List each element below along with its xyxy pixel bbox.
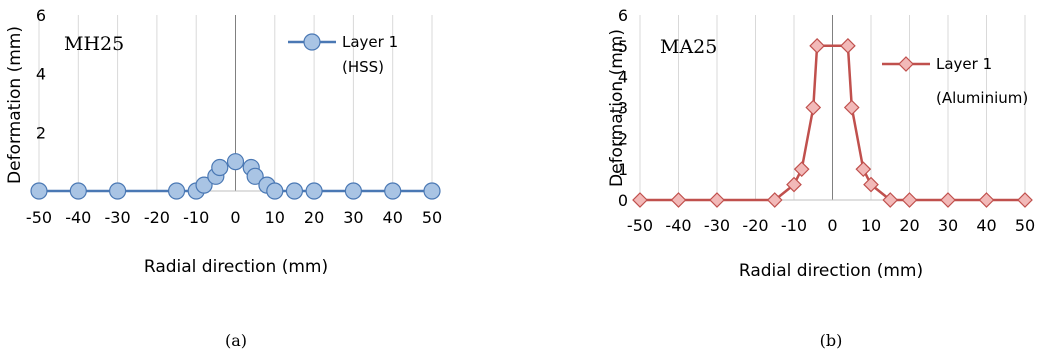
data-point — [266, 182, 284, 200]
data-point — [901, 192, 918, 208]
legend-marker — [898, 56, 914, 72]
data-point — [786, 176, 802, 193]
data-point — [863, 176, 879, 193]
data-point — [1017, 192, 1033, 208]
x-axis-label: Radial direction (mm) — [144, 257, 328, 277]
chart-panel-2: 0 1 2 3 4 5 6 -50 -40 -30 -20 -10 0 10 20 30 40 50 Radial … — [607, 6, 1035, 350]
data-point — [978, 192, 995, 208]
y-tick-label: 2 — [36, 123, 46, 142]
x-tick-label: 20 — [304, 208, 324, 227]
data-point — [384, 182, 402, 200]
data-point — [809, 37, 825, 54]
data-point — [246, 167, 264, 185]
data-point — [30, 182, 48, 200]
data-point — [305, 182, 323, 200]
x-tick-label: 30 — [343, 208, 363, 227]
x-tick-label: 0 — [230, 208, 240, 227]
y-tick-label: 4 — [36, 65, 46, 84]
x-tick-label: -20 — [742, 216, 768, 235]
x-tick-label: 30 — [938, 216, 958, 235]
x-tick-label: -40 — [65, 208, 91, 227]
data-point — [843, 99, 860, 116]
data-point — [940, 192, 956, 208]
y-axis-label: Deformation (mm) — [607, 29, 627, 187]
x-tick-label: -20 — [144, 208, 170, 227]
figure-caption: (b) — [820, 331, 843, 350]
legend: Layer 1 (Aluminium) — [882, 55, 1028, 107]
y-tick-label: 6 — [618, 6, 628, 25]
data-point — [108, 182, 127, 200]
y-tick-label: 0 — [618, 191, 628, 210]
legend-label-sub: (HSS) — [342, 58, 384, 76]
data-point — [632, 192, 648, 208]
x-tick-label: -50 — [627, 216, 653, 235]
data-point — [709, 192, 725, 208]
data-point — [766, 192, 783, 208]
data-point — [69, 182, 87, 200]
legend-marker — [303, 33, 321, 51]
data-point — [285, 182, 304, 200]
x-axis-label: Radial direction (mm) — [739, 261, 923, 281]
x-tick-label: -40 — [665, 216, 691, 235]
data-point — [423, 182, 441, 200]
legend-label-sub: (Aluminium) — [936, 89, 1028, 107]
x-tick-label: 10 — [265, 208, 285, 227]
data-point — [211, 158, 229, 177]
data-point — [882, 192, 899, 208]
data-point — [167, 182, 186, 200]
chart-tag: MA25 — [660, 36, 717, 58]
chart-tag: MH25 — [64, 33, 124, 55]
x-tick-label: 40 — [383, 208, 403, 227]
y-tick-label: 1 — [618, 160, 628, 179]
figure-caption: (a) — [225, 331, 247, 350]
y-tick-label: 2 — [618, 129, 628, 148]
x-tick-label: 0 — [827, 216, 837, 235]
data-point — [855, 161, 872, 178]
data-point — [226, 153, 245, 171]
x-tick-label: 10 — [861, 216, 881, 235]
data-point — [195, 176, 213, 194]
y-tick-label: 5 — [618, 37, 628, 56]
legend-label: Layer 1 — [342, 33, 398, 51]
y-tick-label: 3 — [618, 99, 628, 118]
x-tick-label: -50 — [26, 208, 52, 227]
x-tick-label: 50 — [422, 208, 442, 227]
x-tick-label: -10 — [183, 208, 209, 227]
x-tick-label: -10 — [781, 216, 807, 235]
y-tick-label: 4 — [618, 68, 628, 87]
x-tick-label: 40 — [976, 216, 996, 235]
data-point — [344, 182, 362, 200]
x-tick-label: 20 — [899, 216, 919, 235]
data-point — [805, 99, 822, 116]
series-1 — [632, 37, 1033, 208]
y-tick-label: 6 — [36, 6, 46, 25]
data-point — [840, 37, 856, 54]
legend-label: Layer 1 — [936, 55, 992, 73]
x-tick-label: 50 — [1015, 216, 1035, 235]
data-point — [670, 192, 687, 208]
x-tick-label: -30 — [105, 208, 131, 227]
y-axis-label: Deformation (mm) — [5, 26, 25, 184]
x-tick-label: -30 — [704, 216, 730, 235]
series-1 — [30, 153, 441, 200]
data-point — [793, 161, 810, 178]
legend: Layer 1 (HSS) — [288, 33, 398, 76]
